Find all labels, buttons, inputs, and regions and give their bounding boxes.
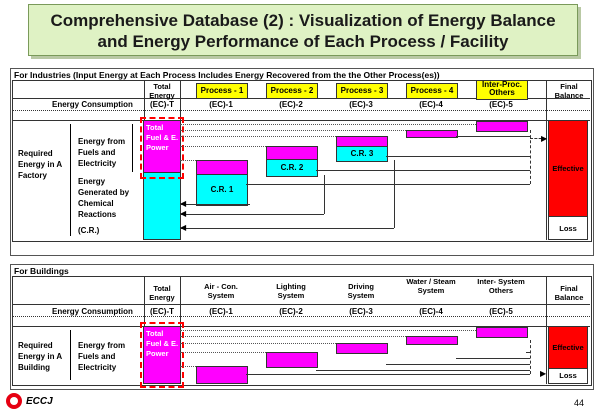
industries-cr1-label: C.R. 1 [210, 185, 234, 194]
industries-effective-label: Effective [552, 164, 584, 173]
industries-fuels-bracket [132, 124, 133, 172]
footer-logo-text: ECCJ [26, 396, 53, 407]
industries-total-fuel-label: Total Fuel & E. Power [146, 123, 179, 152]
buildings-required-energy-label: Required Energy in A Building [18, 341, 62, 372]
buildings-total-dashed-outline [140, 322, 184, 388]
industries-ec-4: (EC)-4 [419, 100, 443, 109]
industries-cr-bar [143, 172, 181, 240]
buildings-loss-label: Loss [559, 371, 577, 380]
buildings-ec-5: (EC)-5 [489, 307, 513, 316]
buildings-inter-system-bar [476, 327, 528, 338]
industries-ec-2: (EC)-2 [279, 100, 303, 109]
page-number: 44 [574, 398, 585, 408]
title-banner: Comprehensive Database (2) : Visualizati… [28, 4, 578, 56]
buildings-col-3-header: Driving System [347, 282, 375, 300]
industries-cr2-bar: C.R. 2 [266, 159, 318, 177]
buildings-ec-3: (EC)-3 [349, 307, 373, 316]
industries-final-balance-header: Final Balance [554, 82, 584, 100]
buildings-total-fuel-bar: Total Fuel & E. Power [143, 326, 181, 384]
buildings-final-balance-header: Final Balance [554, 284, 584, 302]
industries-energy-from-fuels-label: Energy from Fuels and Electricity [78, 137, 126, 168]
industries-cr2-label: C.R. 2 [280, 163, 304, 172]
buildings-ec-total: (EC)-T [150, 307, 174, 316]
industries-ec-5: (EC)-5 [489, 100, 513, 109]
buildings-water-steam-bar [406, 336, 458, 345]
industries-ec-3: (EC)-3 [349, 100, 373, 109]
industries-cr-label: (C.R.) [78, 226, 100, 235]
industries-bracket-line [70, 124, 71, 236]
buildings-table [12, 276, 592, 386]
industries-loss-box: Loss [548, 216, 588, 240]
buildings-col-5-header: Inter- System Others [477, 277, 525, 295]
industries-required-energy-label: Required Energy in A Factory [18, 149, 62, 180]
buildings-total-fuel-label: Total Fuel & E. Power [146, 329, 179, 358]
industries-total-energy-header: Total Energy [149, 82, 175, 100]
buildings-bracket-line [70, 330, 71, 380]
industries-loss-label: Loss [559, 224, 577, 233]
buildings-energy-from-fuels-label: Energy from Fuels and Electricity [78, 341, 126, 372]
industries-col-5-header: Inter-Proc. Others [476, 80, 528, 100]
footer [0, 391, 600, 415]
buildings-col-1-header: Air - Con. System [204, 282, 238, 300]
industries-process-4-bar [406, 130, 458, 138]
title-line-1: Comprehensive Database (2) : Visualizati… [50, 11, 556, 30]
industries-col-2-header: Process - 2 [266, 83, 318, 99]
eccj-logo-icon [6, 393, 22, 409]
buildings-loss-box: Loss [548, 368, 588, 384]
industries-effective-bar: Effective [548, 120, 588, 218]
industries-cr3-label: C.R. 3 [350, 149, 374, 158]
industries-table [12, 80, 592, 242]
buildings-col-2-header: Lighting System [276, 282, 306, 300]
industries-col-4-header: Process - 4 [406, 83, 458, 99]
buildings-ec-4: (EC)-4 [419, 307, 443, 316]
buildings-energy-consumption-label: Energy Consumption [52, 307, 133, 316]
industries-ec-1: (EC)-1 [209, 100, 233, 109]
industries-energy-generated-label: Energy Generated by Chemical Reactions [78, 177, 130, 219]
title-line-2: and Energy Performance of Each Process /… [97, 32, 509, 51]
industries-cr3-bar: C.R. 3 [336, 146, 388, 162]
industries-ec-total: (EC)-T [150, 100, 174, 109]
buildings-ec-1: (EC)-1 [209, 307, 233, 316]
industries-col-1-header: Process - 1 [196, 83, 248, 99]
industries-total-dashed-outline [140, 117, 184, 179]
buildings-lighting-bar [266, 352, 318, 368]
buildings-effective-label: Effective [552, 343, 584, 352]
buildings-air-con-bar [196, 366, 248, 384]
buildings-effective-bar: Effective [548, 326, 588, 370]
buildings-heading: For Buildings [14, 266, 69, 276]
industries-cr1-bar: C.R. 1 [196, 174, 248, 206]
industries-energy-consumption-label: Energy Consumption [52, 100, 133, 109]
buildings-col-4-header: Water / Steam System [406, 277, 456, 295]
buildings-ec-2: (EC)-2 [279, 307, 303, 316]
industries-total-fuel-bar: Total Fuel & E. Power [143, 120, 181, 174]
industries-heading: For Industries (Input Energy at Each Pro… [14, 70, 440, 80]
buildings-driving-bar [336, 343, 388, 354]
buildings-total-energy-header: Total Energy [149, 284, 175, 302]
industries-col-3-header: Process - 3 [336, 83, 388, 99]
industries-inter-proc-bar [476, 121, 528, 132]
